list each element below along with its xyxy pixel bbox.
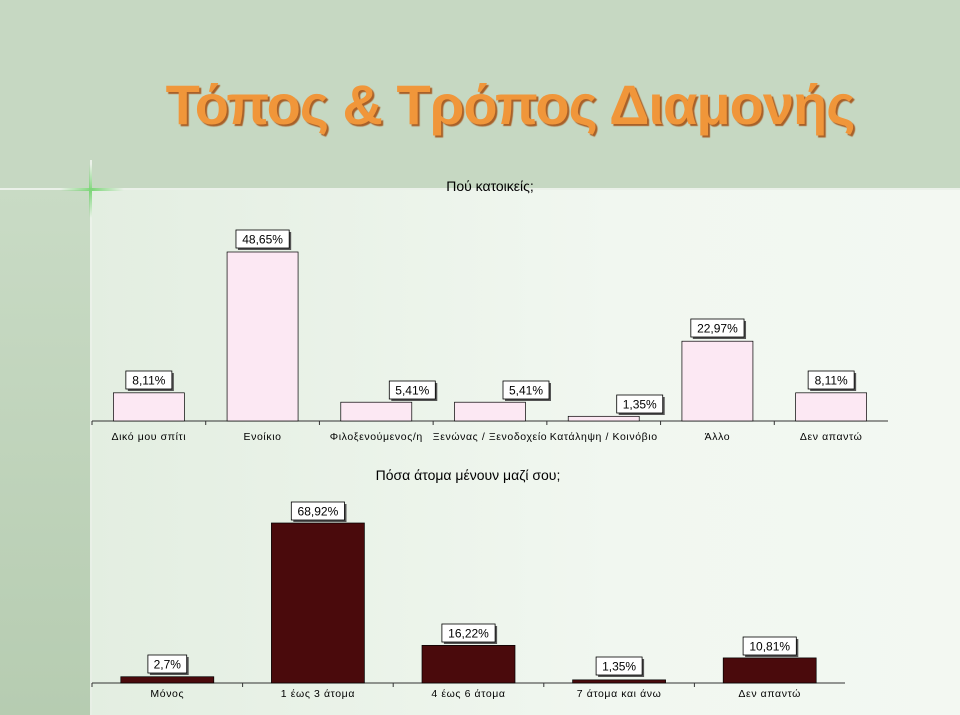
chart1-category-label: Φιλοξενούμενος/η: [330, 431, 423, 443]
chart1-data-label-box: [388, 380, 436, 400]
chart1-data-label: 5,41%: [395, 384, 429, 398]
chart2-data-label: 68,92%: [298, 505, 339, 519]
chart2-title: Πόσα άτομα μένουν μαζί σου;: [375, 467, 561, 483]
chart1-data-label: 8,11%: [815, 374, 848, 388]
divider-vertical: [90, 160, 92, 715]
chart2-bar: [271, 522, 365, 684]
chart2-bar: [421, 644, 516, 684]
chart1-bar: [567, 415, 640, 422]
divider-horizontal: [0, 188, 960, 190]
chart1-data-label: 5,41%: [509, 384, 543, 398]
chart1-bar: [113, 392, 185, 422]
chart1-data-label: 22,97%: [697, 322, 738, 336]
chart2-category-label: Δεν απαντώ: [738, 688, 801, 700]
chart1-data-label-box: [690, 318, 745, 338]
chart2-bar: [572, 679, 666, 684]
chart2-category-label: Μόνος: [150, 688, 184, 700]
chart2-data-label: 16,22%: [448, 627, 489, 641]
chart1-bar: [454, 401, 526, 422]
header-background: [0, 0, 960, 190]
chart2-bar: [722, 657, 817, 684]
slide-title: Τόπος & Τρόπος Διαμονής: [165, 73, 856, 136]
chart1-data-label-box: [235, 229, 290, 249]
sparkle-decoration-vertical: [89, 164, 92, 218]
chart2-data-label-box: [742, 636, 797, 656]
chart2-data-label: 2,7%: [154, 658, 182, 672]
chart2-data-label-box: [441, 623, 496, 643]
chart2-data-label: 10,81%: [749, 640, 790, 654]
chart2-category-label: 7 άτομα και άνω: [577, 688, 662, 700]
chart1-bar: [226, 251, 299, 422]
left-band: [0, 190, 92, 715]
chart2-bar: [120, 676, 215, 684]
chart1-bar: [340, 401, 413, 422]
chart1-category-label: Ξενώνας / Ξενοδοχείο: [433, 431, 547, 443]
chart1-category-label: Άλλο: [705, 431, 731, 443]
chart1-title: Πού κατοικείς;: [446, 178, 534, 194]
sparkle-decoration: [60, 188, 124, 191]
chart1-data-label: 1,35%: [623, 398, 657, 412]
chart1-data-label-box: [125, 370, 173, 390]
chart1-category-label: Κατάληψη / Κοινόβιο: [550, 431, 658, 443]
chart1-category-label: Δεν απαντώ: [800, 431, 863, 443]
chart2-data-label-box: [147, 654, 188, 674]
chart1-category-label: Ενοίκιο: [244, 431, 282, 443]
chart2-data-label: 1,35%: [602, 660, 636, 674]
chart1-data-label-box: [807, 370, 855, 390]
chart1-data-label: 8,11%: [132, 374, 165, 388]
chart1-bar: [681, 340, 754, 422]
chart2-data-label-box: [595, 656, 643, 676]
chart2-category-label: 4 έως 6 άτομα: [431, 688, 505, 700]
chart1-data-label-box: [616, 394, 664, 414]
chart2-data-label-box: [290, 501, 345, 521]
chart1-category-label: Δικό μου σπίτι: [111, 431, 186, 443]
chart1-data-label: 48,65%: [242, 233, 283, 247]
chart1-data-label-box: [502, 380, 550, 400]
chart2-category-label: 1 έως 3 άτομα: [281, 688, 355, 700]
chart1-bar: [795, 392, 867, 422]
